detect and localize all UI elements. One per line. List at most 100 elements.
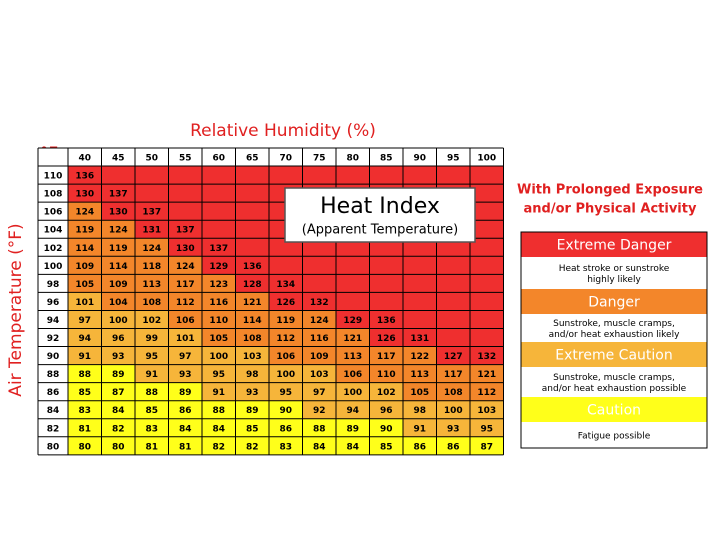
cell-bg <box>403 400 437 419</box>
cell-value: 89 <box>346 424 359 434</box>
cell-value: 81 <box>78 424 91 434</box>
humidity-title: Relative Humidity (%) <box>190 121 376 141</box>
cell-bg <box>101 220 135 239</box>
cell-value: 112 <box>276 334 295 344</box>
legend-desc-bg <box>521 314 707 342</box>
cell-value: 117 <box>444 370 463 380</box>
cell-bg <box>436 256 470 275</box>
cell-bg <box>168 418 202 437</box>
cell-value: 91 <box>413 424 426 434</box>
row-header-bg <box>38 274 68 293</box>
cell-value: 88 <box>78 370 91 380</box>
cell-value: 97 <box>179 352 192 362</box>
cell-value: 105 <box>75 280 94 290</box>
column-header: 55 <box>179 154 192 164</box>
cell-value: 123 <box>209 280 228 290</box>
temperature-title: Air Temperature (°F) <box>6 223 26 396</box>
cell-bg <box>436 400 470 419</box>
cell-value: 124 <box>109 226 128 236</box>
cell-bg <box>68 382 102 401</box>
row-header-bg <box>38 202 68 221</box>
cell-bg <box>101 166 135 185</box>
cell-value: 121 <box>343 334 362 344</box>
cell-value: 97 <box>78 316 91 326</box>
cell-bg <box>336 400 370 419</box>
cell-bg <box>168 238 202 257</box>
cell-bg <box>168 166 202 185</box>
cell-value: 95 <box>212 370 225 380</box>
column-header: 75 <box>313 154 326 164</box>
cell-value: 124 <box>75 208 94 218</box>
cell-bg <box>302 436 336 455</box>
cell-bg <box>235 310 269 329</box>
cell-bg <box>403 166 437 185</box>
cell-bg <box>135 220 169 239</box>
cell-bg <box>101 310 135 329</box>
cell-bg <box>68 256 102 275</box>
cell-value: 132 <box>477 352 496 362</box>
cell-bg <box>269 400 303 419</box>
cell-bg <box>336 382 370 401</box>
cell-bg <box>235 166 269 185</box>
cell-value: 103 <box>310 370 329 380</box>
cell-value: 112 <box>176 298 195 308</box>
cell-bg <box>135 364 169 383</box>
cell-value: 80 <box>112 442 125 452</box>
heat-index-title: Heat Index <box>320 194 440 219</box>
cell-value: 119 <box>109 244 128 254</box>
cell-bg <box>202 364 236 383</box>
row-header: 100 <box>44 262 63 272</box>
cell-bg <box>470 220 504 239</box>
cell-value: 91 <box>212 388 225 398</box>
cell-bg <box>336 292 370 311</box>
column-header: 95 <box>447 154 460 164</box>
row-header: 84 <box>47 406 60 416</box>
legend-label: Danger <box>588 295 640 311</box>
cell-value: 119 <box>75 226 94 236</box>
cell-bg <box>369 292 403 311</box>
cell-value: 83 <box>279 442 292 452</box>
cell-value: 83 <box>78 406 91 416</box>
cell-bg <box>135 400 169 419</box>
cell-value: 113 <box>343 352 362 362</box>
cell-value: 130 <box>109 208 128 218</box>
legend-header <box>521 232 707 257</box>
cell-bg <box>135 346 169 365</box>
row-header-bg <box>38 436 68 455</box>
cell-bg <box>369 364 403 383</box>
cell-value: 85 <box>380 442 393 452</box>
cell-bg <box>168 292 202 311</box>
cell-bg <box>436 436 470 455</box>
cell-bg <box>302 400 336 419</box>
cell-bg <box>202 220 236 239</box>
cell-bg <box>269 364 303 383</box>
cell-value: 100 <box>343 388 362 398</box>
cell-bg <box>101 256 135 275</box>
cell-bg <box>68 364 102 383</box>
cell-value: 95 <box>279 388 292 398</box>
legend-description: highly likely <box>587 275 641 285</box>
cell-value: 93 <box>246 388 259 398</box>
legend-description: Heat stroke or sunstroke <box>559 264 670 274</box>
cell-value: 101 <box>75 298 94 308</box>
cell-value: 131 <box>410 334 429 344</box>
cell-bg <box>470 292 504 311</box>
cell-value: 109 <box>109 280 128 290</box>
cell-bg <box>202 346 236 365</box>
cell-bg <box>101 346 135 365</box>
cell-value: 122 <box>410 352 429 362</box>
cell-value: 116 <box>209 298 228 308</box>
cell-value: 137 <box>209 244 228 254</box>
cell-value: 98 <box>413 406 426 416</box>
cell-value: 116 <box>310 334 329 344</box>
cell-bg <box>168 256 202 275</box>
cell-bg <box>68 400 102 419</box>
cell-value: 110 <box>377 370 396 380</box>
cell-value: 113 <box>142 280 161 290</box>
cell-bg <box>202 382 236 401</box>
cell-bg <box>202 166 236 185</box>
cell-value: 86 <box>447 442 460 452</box>
cell-bg <box>269 382 303 401</box>
cell-value: 84 <box>179 424 192 434</box>
cell-value: 121 <box>243 298 262 308</box>
